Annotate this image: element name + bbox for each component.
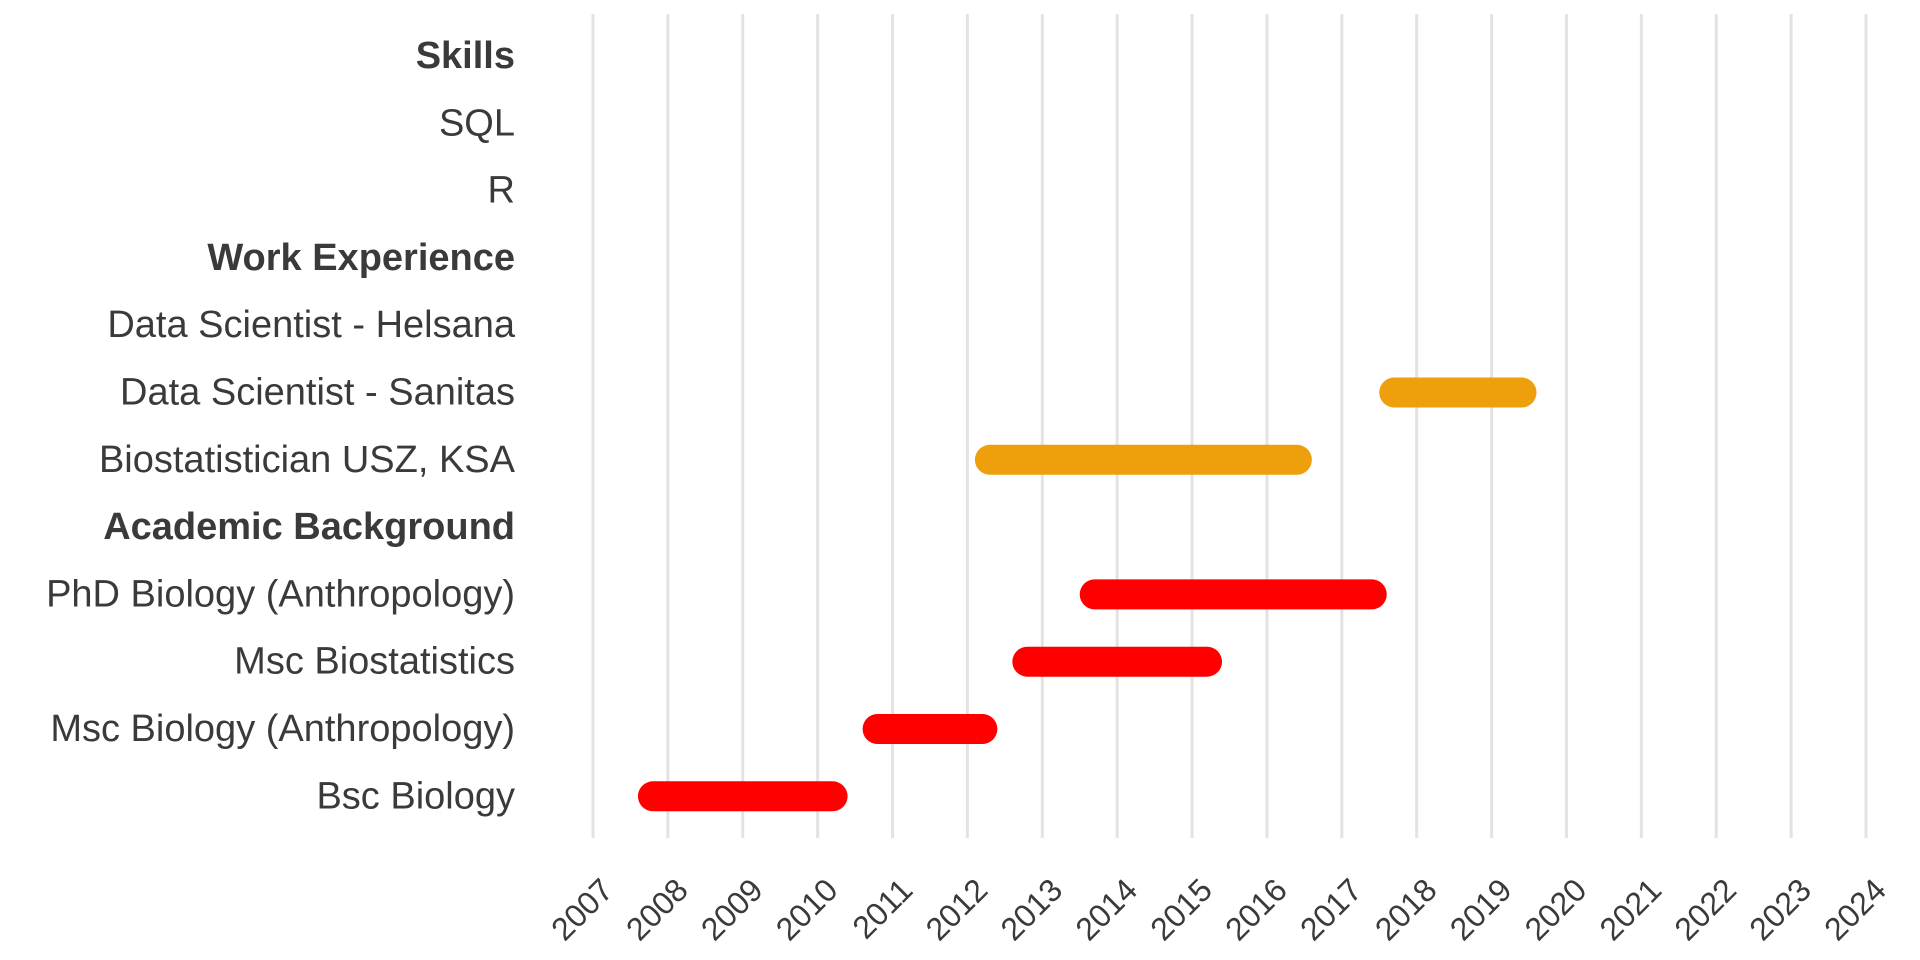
gridlines bbox=[591, 14, 1868, 838]
x-tick-label-2016: 2016 bbox=[1218, 871, 1294, 947]
x-tick-label-2017: 2017 bbox=[1293, 871, 1369, 947]
x-tick-label-2020: 2020 bbox=[1518, 871, 1594, 947]
category-label-5: Data Scientist - Sanitas bbox=[120, 372, 515, 414]
bar-bsc-biology bbox=[637, 781, 848, 812]
section-heading-3: Work Experience bbox=[207, 237, 515, 279]
x-tick-label-2014: 2014 bbox=[1068, 871, 1144, 947]
x-tick-label-2015: 2015 bbox=[1143, 871, 1219, 947]
category-label-10: Msc Biology (Anthropology) bbox=[50, 708, 515, 750]
bar-data-scientist-sanitas bbox=[1379, 377, 1537, 408]
category-label-8: PhD Biology (Anthropology) bbox=[46, 573, 515, 615]
x-tick-label-2009: 2009 bbox=[694, 871, 770, 947]
x-tick-label-2021: 2021 bbox=[1593, 871, 1669, 947]
x-tick-label-2019: 2019 bbox=[1443, 871, 1519, 947]
bar-phd-biology-anthropology bbox=[1079, 579, 1387, 610]
section-heading-7: Academic Background bbox=[103, 506, 515, 548]
bar-msc-biology-anthropology bbox=[862, 714, 998, 744]
x-tick-labels: 2007 2008 2009 2010 2011 2012 2013 2014 2015 2016… bbox=[544, 871, 1893, 947]
x-tick-label-2007: 2007 bbox=[544, 871, 620, 947]
x-tick-label-2018: 2018 bbox=[1368, 871, 1444, 947]
category-label-1: SQL bbox=[439, 102, 515, 144]
category-label-2: R bbox=[488, 170, 515, 212]
bars bbox=[637, 377, 1537, 812]
section-heading-0: Skills bbox=[416, 35, 515, 77]
category-label-6: Biostatistician USZ, KSA bbox=[99, 439, 516, 481]
x-tick-label-2024: 2024 bbox=[1817, 871, 1893, 947]
bar-biostatistician-usz-ksa bbox=[974, 444, 1312, 475]
category-labels: Skills SQL R Work Experience Data Scientist … bbox=[46, 35, 516, 817]
x-tick-label-2010: 2010 bbox=[769, 871, 845, 947]
bar-msc-biostatistics bbox=[1012, 646, 1223, 677]
category-label-4: Data Scientist - Helsana bbox=[107, 304, 515, 346]
x-tick-label-2023: 2023 bbox=[1742, 871, 1818, 947]
x-tick-label-2008: 2008 bbox=[619, 871, 695, 947]
x-tick-label-2012: 2012 bbox=[919, 871, 995, 947]
x-tick-label-2011: 2011 bbox=[845, 871, 919, 945]
category-label-11: Bsc Biology bbox=[316, 775, 515, 817]
category-label-9: Msc Biostatistics bbox=[234, 641, 515, 683]
x-tick-label-2022: 2022 bbox=[1667, 871, 1743, 947]
x-tick-label-2013: 2013 bbox=[993, 871, 1069, 947]
